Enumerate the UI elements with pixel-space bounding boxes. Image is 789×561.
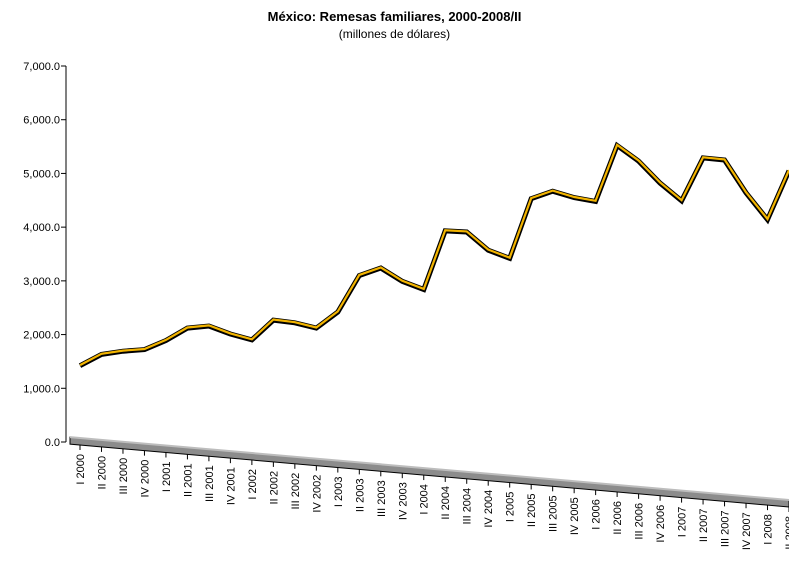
x-tick-label: III 2006 — [634, 503, 646, 540]
y-tick-label: 3,000.0 — [23, 276, 60, 288]
y-tick-label: 1,000.0 — [23, 383, 60, 395]
x-tick-label: II 2006 — [612, 501, 624, 535]
x-tick-label: II 2002 — [268, 471, 280, 505]
x-tick-label: IV 2006 — [655, 505, 667, 543]
x-tick-label: III 2007 — [720, 510, 732, 547]
x-tick-label: II 2004 — [440, 486, 452, 520]
x-tick-label: I 2005 — [505, 492, 517, 523]
x-tick-label: I 2007 — [677, 507, 689, 538]
x-tick-label: IV 2005 — [569, 497, 581, 535]
series-line — [78, 141, 789, 368]
y-tick-label: 5,000.0 — [23, 168, 60, 180]
y-tick-label: 4,000.0 — [23, 222, 60, 234]
x-tick-label: I 2003 — [333, 477, 345, 508]
x-tick-label: IV 2004 — [483, 490, 495, 528]
x-tick-label: I 2002 — [247, 469, 259, 500]
x-tick-label: III 2001 — [204, 465, 216, 502]
x-tick-label: II 2008 — [784, 516, 789, 550]
y-tick-label: 0.0 — [45, 437, 60, 449]
x-tick-label: II 2005 — [526, 493, 538, 527]
x-tick-label: II 2003 — [354, 478, 366, 512]
x-tick-label: III 2005 — [548, 495, 560, 532]
floor-edge — [69, 436, 789, 501]
x-tick-label: IV 2007 — [741, 512, 753, 550]
x-axis: I 2000 II 2000 III 2000 IV 2000 I 2001 II 200… — [75, 445, 789, 550]
chart-floor — [69, 436, 789, 508]
y-tick-label: 7,000.0 — [23, 61, 60, 73]
x-tick-label: II 2000 — [96, 456, 108, 490]
x-tick-label: IV 2002 — [311, 475, 323, 513]
x-tick-label: II 2001 — [182, 463, 194, 497]
y-tick-label: 2,000.0 — [23, 330, 60, 342]
x-tick-label: III 2004 — [462, 488, 474, 525]
y-tick-label: 6,000.0 — [23, 115, 60, 127]
x-tick-label: IV 2003 — [397, 482, 409, 520]
x-tick-label: III 2002 — [290, 473, 302, 510]
x-tick-label: I 2006 — [591, 499, 603, 530]
x-tick-label: II 2007 — [698, 508, 710, 542]
x-tick-label: I 2001 — [161, 462, 173, 493]
chart-title: México: Remesas familiares, 2000-2008/II — [267, 9, 522, 24]
y-axis: 0.0 1,000.0 2,000.0 3,000.0 4,000.0 5,000.0 6,… — [23, 61, 67, 449]
x-tick-label: I 2000 — [75, 454, 87, 485]
series-line-fill — [79, 143, 789, 367]
series-line-outline — [78, 141, 789, 368]
x-tick-label: IV 2000 — [139, 460, 151, 498]
x-tick-label: IV 2001 — [225, 467, 237, 505]
x-tick-label: III 2003 — [376, 480, 388, 517]
x-tick-label: I 2008 — [763, 514, 775, 545]
x-tick-label: I 2004 — [419, 484, 431, 515]
chart-subtitle: (millones de dólares) — [338, 27, 451, 41]
x-tick-label: III 2000 — [118, 458, 130, 495]
